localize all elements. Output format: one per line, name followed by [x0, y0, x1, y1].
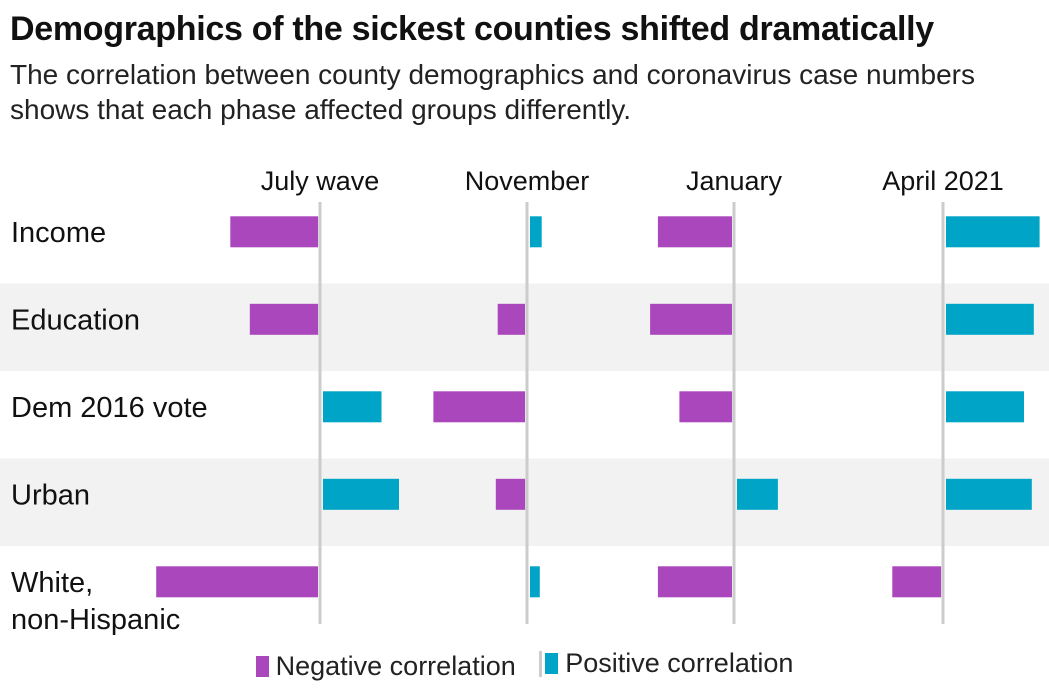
- row-label: Income: [11, 217, 106, 249]
- bar-negative: [249, 303, 319, 335]
- chart-canvas: July wave November January April 2021 Incom…: [0, 166, 1049, 636]
- phase-axes: July wave November January April 2021: [261, 166, 1004, 624]
- bars: [156, 216, 1040, 598]
- bar-negative: [650, 303, 732, 335]
- bar-positive: [530, 566, 540, 598]
- bar-positive: [946, 391, 1024, 423]
- bar-positive: [946, 216, 1040, 248]
- phase-label: January: [686, 166, 783, 196]
- legend-item-negative: Negative correlation: [255, 650, 516, 682]
- row-label: Education: [11, 304, 140, 336]
- phase-label: July wave: [261, 166, 380, 196]
- bar-positive: [530, 216, 542, 248]
- bar-negative: [657, 566, 732, 598]
- bar-positive: [737, 478, 778, 510]
- bar-negative: [433, 391, 525, 423]
- row-labels: Income Education Dem 2016 vote Urban White, n…: [11, 217, 208, 636]
- bar-negative: [657, 216, 732, 248]
- bar-negative: [497, 303, 525, 335]
- bar-positive: [946, 303, 1034, 335]
- positive-swatch: [545, 653, 559, 674]
- row-label: Urban: [11, 479, 90, 511]
- bar-positive: [323, 391, 382, 423]
- chart-subtitle: The correlation between county demograph…: [10, 59, 975, 125]
- legend-divider: [539, 650, 543, 677]
- bar-negative: [230, 216, 319, 248]
- bar-negative: [156, 566, 318, 598]
- row-label: White, non-Hispanic: [11, 567, 180, 636]
- bar-negative: [892, 566, 942, 598]
- legend-negative-label: Negative correlation: [275, 650, 516, 681]
- legend-item-positive: Positive correlation: [539, 648, 793, 679]
- legend-positive-label: Positive correlation: [565, 648, 794, 678]
- chart-title: Demographics of the sickest counties shi…: [10, 10, 934, 48]
- bar-positive: [323, 478, 399, 510]
- phase-label: November: [465, 166, 590, 196]
- bar-negative: [495, 478, 526, 510]
- negative-swatch: [255, 655, 269, 677]
- bar-negative: [679, 391, 733, 423]
- bar-positive: [946, 478, 1032, 510]
- phase-label: April 2021: [882, 166, 1004, 196]
- legend: Negative correlation Positive correlatio…: [0, 648, 1049, 684]
- row-label: Dem 2016 vote: [11, 392, 208, 424]
